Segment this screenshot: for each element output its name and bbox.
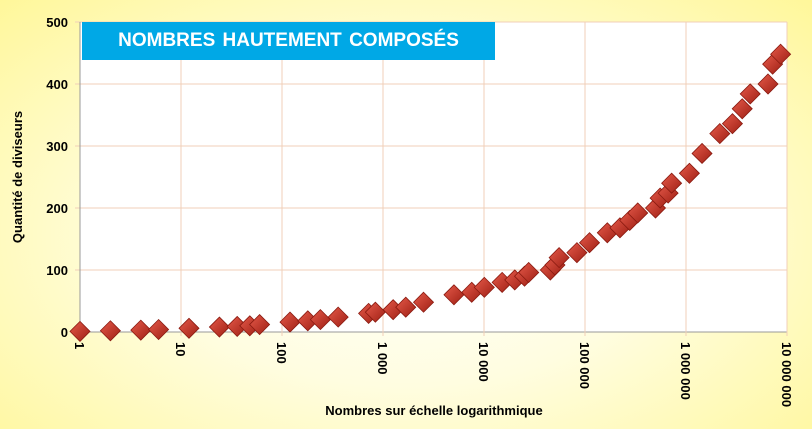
- plot-area: [80, 22, 787, 332]
- x-tick-label: 10: [173, 342, 188, 356]
- data-point: [566, 242, 588, 264]
- data-point: [279, 311, 301, 333]
- data-point: [661, 172, 683, 194]
- data-point: [739, 83, 761, 105]
- x-tick-label: 1 000 000: [678, 342, 693, 400]
- data-point: [327, 306, 349, 328]
- data-point: [757, 73, 779, 95]
- data-point: [548, 247, 570, 269]
- y-tick-label: 300: [46, 139, 68, 154]
- x-tick-label: 1: [72, 342, 87, 349]
- data-point: [678, 162, 700, 184]
- data-point: [627, 202, 649, 224]
- data-point: [178, 317, 200, 339]
- y-tick-label: 200: [46, 201, 68, 216]
- data-point: [69, 320, 91, 342]
- data-point: [412, 291, 435, 313]
- data-point: [518, 261, 540, 284]
- data-point: [731, 98, 753, 120]
- data-point: [443, 284, 465, 306]
- data-point: [721, 113, 744, 135]
- x-tick-label: 100: [274, 342, 289, 364]
- x-tick-label: 100 000: [577, 342, 592, 389]
- data-point: [364, 301, 386, 323]
- y-tick-label: 0: [61, 325, 68, 340]
- x-axis-label: Nombres sur échelle logarithmique: [325, 403, 542, 418]
- y-tick-label: 400: [46, 77, 68, 92]
- data-point: [709, 123, 731, 145]
- data-point: [208, 316, 230, 338]
- data-point: [473, 276, 495, 298]
- data-point: [395, 296, 417, 318]
- data-point: [770, 43, 792, 65]
- data-point: [309, 309, 331, 331]
- data-point: [130, 319, 152, 341]
- x-tick-label: 10 000: [476, 342, 491, 382]
- data-point: [578, 232, 601, 254]
- x-tick-label: 1 000: [375, 342, 390, 375]
- data-point: [249, 313, 271, 336]
- y-axis-label: Quantité de diviseurs: [10, 111, 25, 243]
- y-tick-label: 500: [46, 15, 68, 30]
- chart-title: NOMBRES HAUTEMENT COMPOSÉS: [82, 22, 495, 60]
- data-point: [691, 142, 713, 165]
- data-point: [99, 320, 121, 342]
- data-point: [148, 318, 170, 341]
- y-tick-label: 100: [46, 263, 68, 278]
- x-tick-label: 10 000 000: [779, 342, 794, 407]
